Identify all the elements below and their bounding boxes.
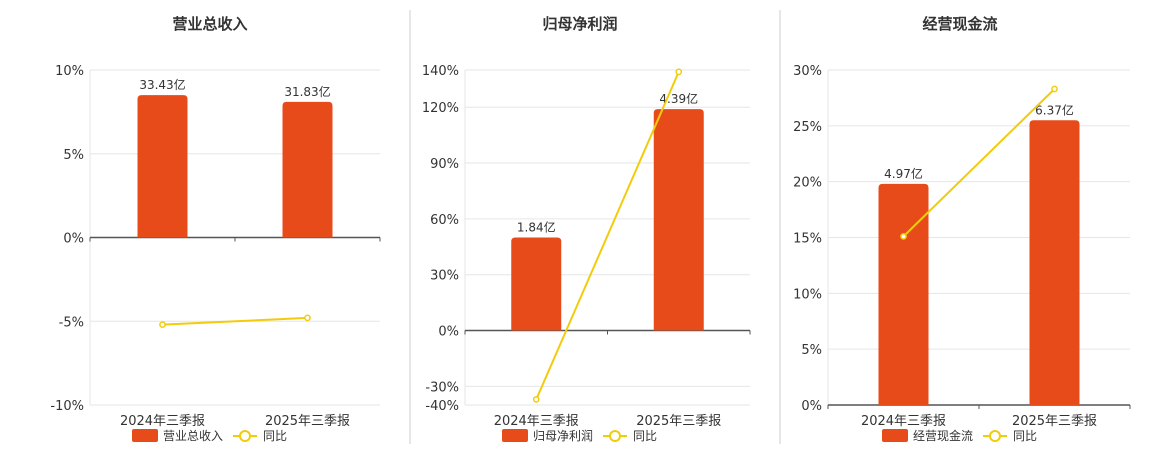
legend-swatch-bar (132, 429, 158, 442)
y-tick-label: 10% (55, 64, 84, 79)
bar (282, 101, 333, 238)
bar-data-label: 6.37亿 (1035, 102, 1074, 117)
bar-data-label: 31.83亿 (284, 84, 330, 99)
yoy-point (1051, 85, 1058, 93)
y-tick-label: 5% (801, 343, 822, 358)
yoy-line (902, 88, 1056, 238)
bar (511, 237, 562, 331)
y-tick-label: 10% (793, 287, 822, 302)
bar (137, 95, 188, 238)
x-category-label: 2025年三季报 (1012, 414, 1097, 429)
y-tick-label: -5% (59, 315, 84, 330)
bar (653, 109, 704, 331)
legend-label: 经营现金流 (913, 428, 973, 443)
y-tick-label: 60% (430, 213, 459, 228)
y-tick-label: -30% (425, 380, 459, 395)
y-tick-label: 90% (430, 157, 459, 172)
yoy-point (159, 321, 166, 328)
y-tick-label: -10% (50, 399, 84, 414)
y-tick-label: 30% (793, 64, 822, 79)
bar-data-label: 4.97亿 (884, 166, 923, 181)
y-tick-label: 30% (430, 269, 459, 284)
y-tick-label: 5% (63, 148, 84, 163)
y-tick-label: -40% (425, 399, 459, 414)
y-tick-label: 15% (793, 232, 822, 247)
x-category-label: 2025年三季报 (265, 414, 350, 429)
bar-data-label: 33.43亿 (139, 77, 185, 92)
chart-title: 经营现金流 (922, 15, 997, 33)
yoy-point (304, 314, 311, 322)
yoy-point (675, 68, 683, 76)
y-tick-label: 20% (793, 176, 822, 191)
x-category-label: 2024年三季报 (120, 414, 205, 429)
yoy-line (162, 316, 308, 326)
y-tick-label: 0% (438, 325, 459, 340)
legend-swatch-marker (989, 430, 1001, 442)
chart-panel-net-profit: 归母净利润 140% 120% 90% 60% 30% 0% -30% -40% 2024年三季… (422, 15, 751, 443)
legend-label: 同比 (263, 429, 287, 443)
chart-title: 归母净利润 (542, 15, 617, 33)
legend-label: 同比 (1013, 429, 1037, 443)
x-category-label: 2024年三季报 (861, 414, 946, 429)
yoy-point (532, 396, 540, 403)
legend-swatch-marker (609, 430, 621, 442)
y-tick-label: 0% (801, 399, 822, 414)
x-category-label: 2025年三季报 (636, 414, 721, 429)
legend-swatch-marker (239, 430, 251, 442)
yoy-point (900, 233, 907, 240)
x-category-label: 2024年三季报 (494, 414, 579, 429)
y-tick-label: 0% (63, 232, 84, 247)
chart-title: 营业总收入 (172, 15, 247, 33)
y-tick-label: 140% (422, 64, 459, 79)
yoy-line (535, 71, 680, 400)
legend-swatch-bar (882, 429, 908, 442)
bar (878, 183, 929, 405)
legend: 经营现金流 同比 (882, 428, 1037, 443)
y-tick-label: 120% (422, 101, 459, 116)
chart-panel-revenue: 营业总收入 10% 5% 0% -5% -10% 2024年三季报 2025年三季报 33.4… (50, 15, 381, 443)
y-tick-label: 25% (793, 120, 822, 135)
bar (1029, 120, 1080, 405)
legend-swatch-bar (502, 429, 528, 442)
chart-panel-cash-flow: 经营现金流 30% 25% 20% 15% 10% 5% 0% 2024年三季报 2025年三季… (793, 15, 1131, 443)
legend: 归母净利润 同比 (502, 429, 657, 443)
legend-label: 归母净利润 (533, 429, 593, 443)
legend-label: 营业总收入 (163, 429, 223, 443)
bar-data-label: 1.84亿 (517, 220, 556, 235)
legend-label: 同比 (633, 429, 657, 443)
legend: 营业总收入 同比 (132, 429, 287, 443)
